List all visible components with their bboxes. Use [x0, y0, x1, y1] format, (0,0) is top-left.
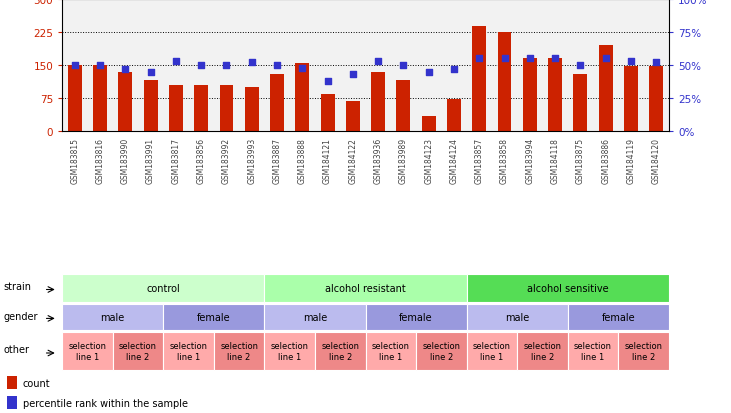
Text: selection
line 1: selection line 1 — [372, 342, 410, 361]
Point — [69, 62, 80, 69]
Bar — [568, 332, 618, 370]
Bar — [245, 88, 259, 132]
Bar — [548, 59, 562, 132]
Text: selection
line 1: selection line 1 — [574, 342, 612, 361]
Bar — [321, 95, 335, 132]
Text: selection
line 2: selection line 2 — [423, 342, 461, 361]
Text: alcohol sensitive: alcohol sensitive — [527, 283, 608, 293]
Text: other: other — [3, 344, 29, 354]
Bar — [618, 332, 669, 370]
Point — [524, 56, 536, 62]
Point — [398, 62, 409, 69]
Text: male: male — [101, 312, 125, 322]
Point — [347, 72, 359, 78]
Point — [271, 62, 283, 69]
Point — [372, 59, 384, 65]
Bar — [366, 332, 416, 370]
Text: selection
line 2: selection line 2 — [523, 342, 561, 361]
Text: selection
line 1: selection line 1 — [170, 342, 208, 361]
Text: male: male — [303, 312, 327, 322]
Bar — [624, 67, 638, 132]
Bar — [466, 304, 568, 331]
Text: percentile rank within the sample: percentile rank within the sample — [23, 398, 188, 408]
Bar — [315, 332, 366, 370]
Bar — [466, 332, 518, 370]
Bar — [295, 64, 309, 132]
Bar — [518, 332, 568, 370]
Point — [195, 62, 207, 69]
Point — [119, 66, 131, 73]
Point — [297, 65, 308, 72]
Bar — [523, 59, 537, 132]
Bar — [568, 304, 669, 331]
Text: selection
line 1: selection line 1 — [473, 342, 511, 361]
Bar — [265, 274, 466, 303]
Point — [625, 59, 637, 65]
Bar — [62, 332, 113, 370]
Text: gender: gender — [3, 311, 37, 321]
Point — [474, 56, 485, 62]
Point — [170, 59, 182, 65]
Text: control: control — [146, 283, 180, 293]
Bar — [62, 274, 265, 303]
Text: female: female — [197, 312, 230, 322]
Bar — [416, 332, 466, 370]
Bar — [371, 72, 385, 132]
Bar — [599, 46, 613, 132]
Text: selection
line 2: selection line 2 — [321, 342, 359, 361]
Point — [651, 60, 662, 66]
Bar — [7, 396, 17, 409]
Point — [575, 62, 586, 69]
Point — [246, 60, 257, 66]
Point — [423, 69, 434, 76]
Bar — [265, 304, 366, 331]
Bar — [396, 81, 410, 132]
Bar — [213, 332, 265, 370]
Bar — [498, 33, 512, 132]
Point — [600, 56, 612, 62]
Text: selection
line 2: selection line 2 — [119, 342, 157, 361]
Bar — [472, 27, 486, 132]
Bar — [93, 66, 107, 132]
Bar — [163, 304, 265, 331]
Text: selection
line 2: selection line 2 — [220, 342, 258, 361]
Bar — [169, 85, 183, 132]
Point — [549, 56, 561, 62]
Bar — [7, 376, 17, 389]
Bar — [113, 332, 163, 370]
Text: count: count — [23, 378, 50, 388]
Text: female: female — [602, 312, 635, 322]
Point — [145, 69, 156, 76]
Text: selection
line 2: selection line 2 — [624, 342, 662, 361]
Point — [94, 62, 106, 69]
Text: male: male — [505, 312, 529, 322]
Text: selection
line 1: selection line 1 — [69, 342, 107, 361]
Bar — [265, 332, 315, 370]
Point — [499, 56, 510, 62]
Text: strain: strain — [3, 282, 31, 292]
Bar — [270, 75, 284, 132]
Bar — [366, 304, 466, 331]
Bar — [194, 85, 208, 132]
Point — [448, 66, 460, 73]
Bar — [163, 332, 213, 370]
Text: female: female — [399, 312, 433, 322]
Bar — [573, 75, 587, 132]
Bar — [447, 100, 461, 132]
Point — [221, 62, 232, 69]
Bar — [422, 116, 436, 132]
Bar — [118, 72, 132, 132]
Text: selection
line 1: selection line 1 — [270, 342, 308, 361]
Bar — [144, 81, 158, 132]
Bar — [219, 85, 233, 132]
Bar — [649, 67, 663, 132]
Text: alcohol resistant: alcohol resistant — [325, 283, 406, 293]
Bar — [466, 274, 669, 303]
Bar — [68, 66, 82, 132]
Point — [322, 78, 333, 85]
Bar — [346, 102, 360, 132]
Bar — [62, 304, 163, 331]
